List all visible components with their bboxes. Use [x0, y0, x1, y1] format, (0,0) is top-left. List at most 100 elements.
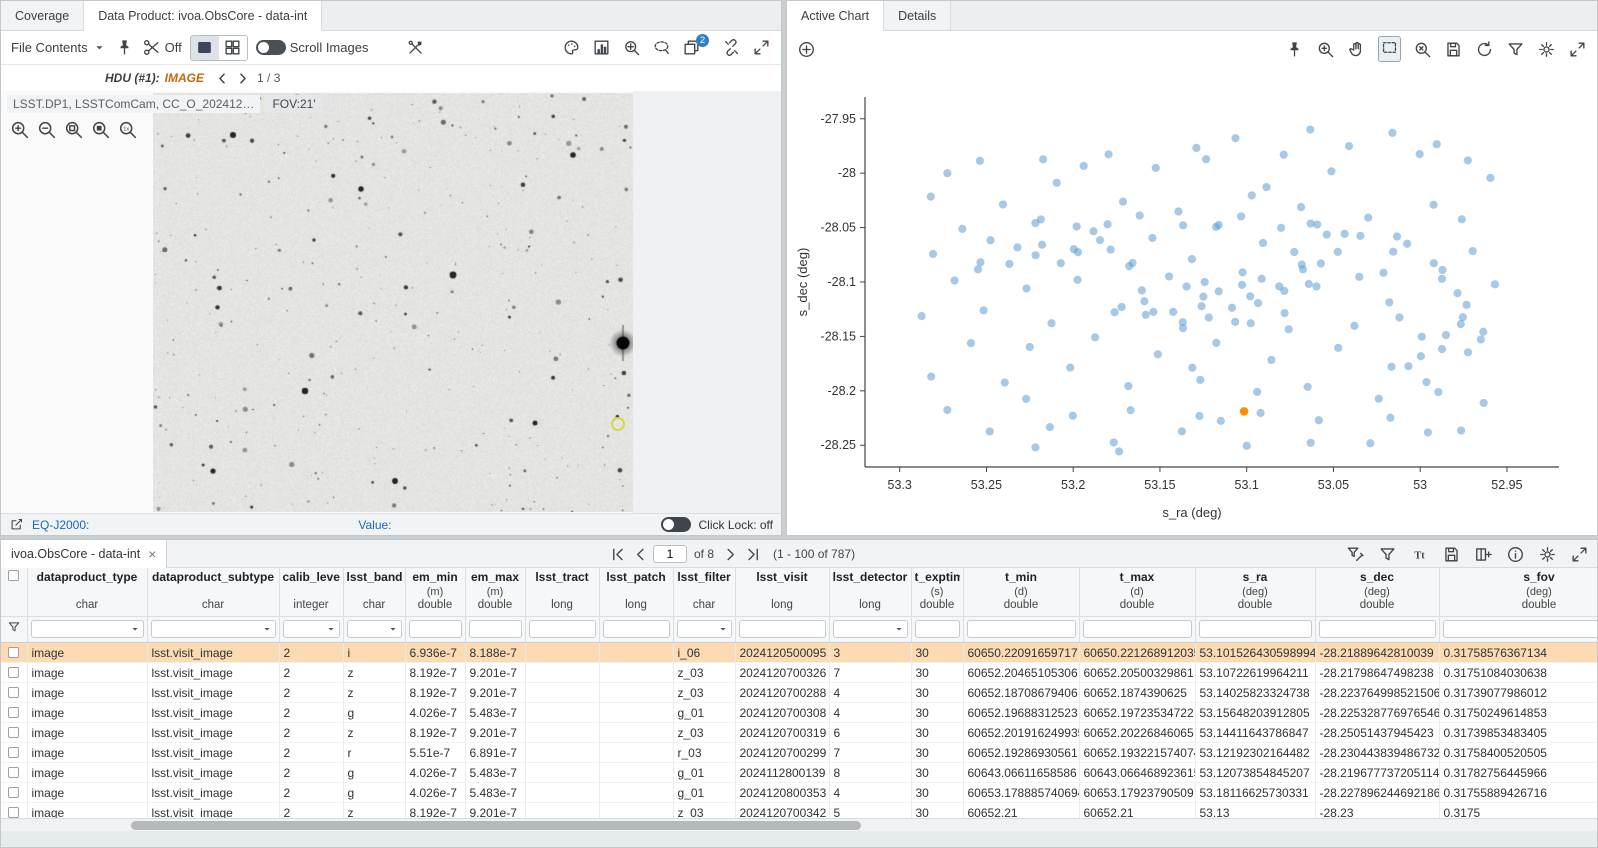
table-cell[interactable] — [599, 802, 674, 820]
column-filter-input[interactable] — [1442, 620, 1597, 638]
table-cell[interactable]: 8.188e-7 — [465, 642, 526, 663]
first-page-button[interactable] — [609, 545, 628, 564]
table-cell[interactable]: 60652.20500329861 — [1079, 662, 1196, 683]
column-header[interactable]: t_min (d) double — [963, 568, 1080, 617]
scrollbar-thumb[interactable] — [131, 821, 861, 830]
table-cell[interactable]: 60653.17923790509 — [1079, 782, 1196, 803]
refresh-icon[interactable] — [1475, 40, 1494, 59]
table-cell[interactable]: -28.230443839486732 — [1315, 742, 1440, 763]
table-cell[interactable]: 60643.06611658586 — [963, 762, 1080, 783]
table-cell[interactable]: r — [343, 742, 406, 763]
popout-icon[interactable] — [9, 517, 24, 532]
table-cell[interactable]: 60652.20226846065 — [1079, 722, 1196, 743]
table-cell[interactable]: -28.223764998521506 — [1315, 682, 1440, 703]
table-cell[interactable]: 0.31758576367134 — [1439, 642, 1597, 663]
table-cell[interactable]: 60650.221268912035 — [1079, 642, 1196, 663]
table-cell[interactable]: image — [27, 702, 148, 723]
table-cell[interactable]: lsst.visit_image — [147, 802, 280, 820]
table-cell[interactable]: 5.51e-7 — [405, 742, 466, 763]
table-cell[interactable]: image — [27, 722, 148, 743]
table-cell[interactable]: 30 — [911, 782, 964, 803]
table-cell[interactable]: 4.026e-7 — [405, 782, 466, 803]
table-row[interactable]: image lsst.visit_image 2 z 8.192e-7 9.201e-7 z… — [1, 802, 1597, 820]
page-number-input[interactable] — [653, 545, 687, 563]
table-cell[interactable]: 6 — [829, 722, 912, 743]
row-checkbox[interactable] — [1, 782, 28, 803]
coord-system-label[interactable]: EQ-J2000: — [32, 517, 90, 532]
tab-coverage[interactable]: Coverage — [1, 1, 85, 30]
table-cell[interactable]: 8 — [829, 762, 912, 783]
table-cell[interactable]: 60652.19723534722 — [1079, 702, 1196, 723]
table-cell[interactable] — [599, 782, 674, 803]
table-cell[interactable]: 0.31755889426716 — [1439, 782, 1597, 803]
table-cell[interactable]: 8.192e-7 — [405, 802, 466, 820]
row-checkbox[interactable] — [1, 762, 28, 783]
table-cell[interactable]: g_01 — [673, 762, 736, 783]
info-icon[interactable] — [1506, 545, 1525, 564]
zoom-fit-button[interactable] — [63, 119, 84, 140]
table-row[interactable]: image lsst.visit_image 2 z 8.192e-7 9.201e-7 z… — [1, 662, 1597, 683]
table-cell[interactable] — [599, 722, 674, 743]
save-chart-button[interactable] — [1444, 40, 1463, 59]
prev-page-button[interactable] — [631, 545, 650, 564]
pin-button[interactable] — [1285, 40, 1304, 59]
expand-icon[interactable] — [1570, 545, 1589, 564]
table-cell[interactable] — [599, 702, 674, 723]
table-cell[interactable]: 60650.22091659717 — [963, 642, 1080, 663]
table-cell[interactable]: 30 — [911, 722, 964, 743]
table-cell[interactable]: lsst.visit_image — [147, 722, 280, 743]
table-cell[interactable]: 4 — [829, 782, 912, 803]
table-tab[interactable]: ivoa.ObsCore - data-int × — [1, 540, 168, 568]
table-cell[interactable]: 30 — [911, 662, 964, 683]
zoom-1x-button[interactable]: 1x — [117, 119, 138, 140]
column-header[interactable]: t_exptime (s)double — [911, 568, 964, 617]
column-header[interactable]: lsst_filter char — [673, 568, 736, 617]
table-cell[interactable]: 2024120800353 — [735, 782, 830, 803]
table-cell[interactable]: 53.12192302164482 — [1195, 742, 1316, 763]
column-header[interactable]: s_fov (deg) double — [1439, 568, 1597, 617]
column-header[interactable]: dataproduct_type char — [27, 568, 148, 617]
table-cell[interactable]: 0.31758400520505 — [1439, 742, 1597, 763]
zoom-reset-icon[interactable] — [1413, 40, 1432, 59]
save-table-button[interactable] — [1442, 545, 1461, 564]
table-row[interactable]: image lsst.visit_image 2 g 4.026e-7 5.483e-7 g… — [1, 702, 1597, 723]
table-cell[interactable]: 2024120700319 — [735, 722, 830, 743]
table-cell[interactable]: lsst.visit_image — [147, 702, 280, 723]
table-cell[interactable]: 53.12073854845207 — [1195, 762, 1316, 783]
lasso-select-icon[interactable] — [652, 38, 671, 57]
table-cell[interactable]: 6.891e-7 — [465, 742, 526, 763]
table-cell[interactable]: 4.026e-7 — [405, 702, 466, 723]
table-cell[interactable]: 7 — [829, 662, 912, 683]
settings-icon[interactable] — [1538, 545, 1557, 564]
table-cell[interactable]: 3 — [829, 642, 912, 663]
table-cell[interactable]: 60652.201916249935 — [963, 722, 1080, 743]
table-cell[interactable]: 4 — [829, 682, 912, 703]
table-cell[interactable]: 30 — [911, 742, 964, 763]
layers-icon[interactable] — [682, 38, 701, 57]
table-row[interactable]: image lsst.visit_image 2 z 8.192e-7 9.201e-7 z… — [1, 682, 1597, 703]
table-cell[interactable]: 2024112800139 — [735, 762, 830, 783]
table-cell[interactable] — [525, 782, 600, 803]
column-header[interactable]: lsst_detector long — [829, 568, 912, 617]
text-view-icon[interactable]: Tt — [1410, 545, 1429, 564]
grid-view-button[interactable] — [218, 35, 247, 60]
tools-icon[interactable] — [406, 38, 425, 57]
table-cell[interactable] — [599, 662, 674, 683]
table-cell[interactable]: 7 — [829, 742, 912, 763]
row-checkbox[interactable] — [1, 742, 28, 763]
table-cell[interactable]: 2 — [279, 782, 344, 803]
pin-button[interactable] — [115, 38, 134, 57]
table-cell[interactable]: 2 — [279, 642, 344, 663]
table-cell[interactable]: 60643.066468923615 — [1079, 762, 1196, 783]
table-cell[interactable]: g — [343, 702, 406, 723]
table-cell[interactable]: g — [343, 782, 406, 803]
row-checkbox[interactable] — [1, 802, 28, 820]
color-palette-icon[interactable] — [562, 38, 581, 57]
column-filter-input[interactable] — [966, 620, 1076, 638]
table-cell[interactable]: 2024120700299 — [735, 742, 830, 763]
table-cell[interactable] — [525, 662, 600, 683]
table-cell[interactable]: -28.225328776976546 — [1315, 702, 1440, 723]
table-cell[interactable]: r_03 — [673, 742, 736, 763]
table-cell[interactable]: 30 — [911, 762, 964, 783]
column-header[interactable]: dataproduct_subtype char — [147, 568, 280, 617]
